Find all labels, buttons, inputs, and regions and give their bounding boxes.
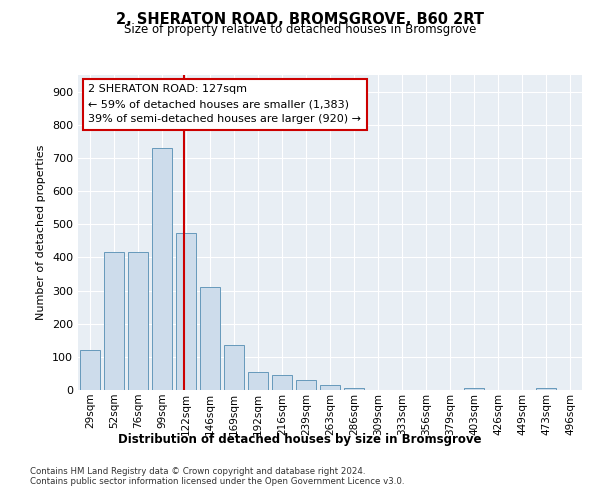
Bar [272, 375, 292, 390]
Bar [344, 388, 364, 390]
Bar [536, 388, 556, 390]
Bar [176, 232, 196, 390]
Text: Contains HM Land Registry data © Crown copyright and database right 2024.: Contains HM Land Registry data © Crown c… [30, 468, 365, 476]
Bar [224, 345, 244, 390]
Text: Size of property relative to detached houses in Bromsgrove: Size of property relative to detached ho… [124, 22, 476, 36]
Bar [200, 287, 220, 390]
Text: Contains public sector information licensed under the Open Government Licence v3: Contains public sector information licen… [30, 478, 404, 486]
Text: 2 SHERATON ROAD: 127sqm
← 59% of detached houses are smaller (1,383)
39% of semi: 2 SHERATON ROAD: 127sqm ← 59% of detache… [88, 84, 361, 124]
Bar [152, 148, 172, 390]
Bar [320, 385, 340, 390]
Bar [80, 350, 100, 390]
Bar [128, 252, 148, 390]
Bar [296, 380, 316, 390]
Bar [464, 388, 484, 390]
Bar [248, 372, 268, 390]
Y-axis label: Number of detached properties: Number of detached properties [37, 145, 46, 320]
Bar [104, 252, 124, 390]
Text: Distribution of detached houses by size in Bromsgrove: Distribution of detached houses by size … [118, 432, 482, 446]
Text: 2, SHERATON ROAD, BROMSGROVE, B60 2RT: 2, SHERATON ROAD, BROMSGROVE, B60 2RT [116, 12, 484, 28]
